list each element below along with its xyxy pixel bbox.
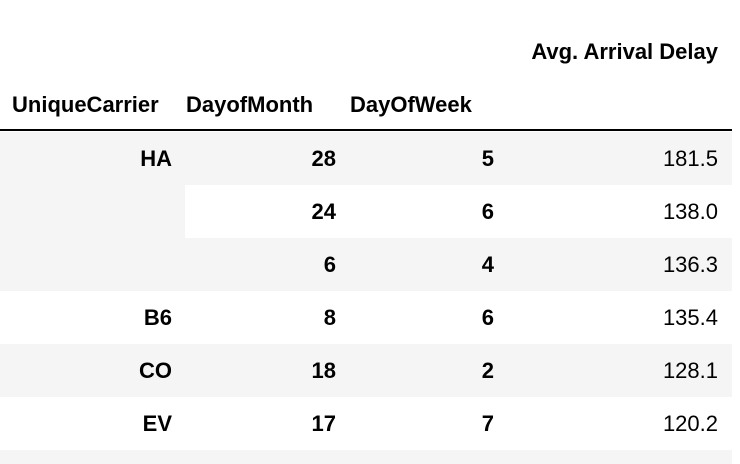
day-of-week-label: 2 bbox=[481, 358, 494, 383]
day-of-month-label: 24 bbox=[311, 199, 336, 224]
avg-arrival-delay-value: 120.2 bbox=[662, 411, 718, 436]
carrier-label: CO bbox=[139, 358, 172, 383]
unique-carrier-header: UniqueCarrier bbox=[12, 92, 159, 117]
day-of-week-label: 6 bbox=[481, 305, 494, 330]
header-divider bbox=[0, 129, 732, 131]
table-row: 6 4 136.3 bbox=[0, 238, 740, 291]
table-row: CO 18 2 128.1 bbox=[0, 344, 740, 397]
column-header-row: Avg. Arrival Delay bbox=[0, 25, 740, 78]
day-of-week-label: 4 bbox=[481, 252, 494, 277]
table-row: 24 6 138.0 bbox=[0, 185, 740, 238]
avg-arrival-delay-value: 128.1 bbox=[662, 358, 718, 383]
day-of-week-label: 5 bbox=[481, 146, 494, 171]
avg-arrival-delay-value: 138.0 bbox=[662, 199, 718, 224]
avg-arrival-delay-value: 135.4 bbox=[662, 305, 718, 330]
table-row-partial bbox=[0, 450, 740, 464]
row-background bbox=[0, 344, 732, 397]
day-of-week-label: 6 bbox=[481, 199, 494, 224]
table-row: B6 8 6 135.4 bbox=[0, 291, 740, 344]
day-of-month-label: 8 bbox=[323, 305, 336, 330]
carrier-group-ha-cell bbox=[0, 132, 185, 291]
row-background bbox=[185, 238, 732, 291]
day-of-month-label: 6 bbox=[323, 252, 336, 277]
carrier-label: EV bbox=[142, 411, 172, 436]
day-of-month-label: 28 bbox=[311, 146, 336, 171]
index-header-row: UniqueCarrier DayofMonth DayOfWeek bbox=[0, 78, 740, 131]
carrier-label: B6 bbox=[143, 305, 172, 330]
row-background bbox=[185, 132, 732, 185]
avg-arrival-delay-header: Avg. Arrival Delay bbox=[531, 39, 718, 64]
day-of-month-label: 18 bbox=[311, 358, 336, 383]
avg-arrival-delay-value: 136.3 bbox=[662, 252, 718, 277]
table-row: EV 17 7 120.2 bbox=[0, 397, 740, 450]
avg-arrival-delay-value: 181.5 bbox=[662, 146, 718, 171]
day-of-month-header: DayofMonth bbox=[186, 92, 314, 117]
day-of-month-label: 17 bbox=[311, 411, 336, 436]
row-background bbox=[0, 450, 732, 464]
day-of-week-header: DayOfWeek bbox=[350, 92, 472, 117]
day-of-week-label: 7 bbox=[481, 411, 494, 436]
carrier-label: HA bbox=[140, 146, 172, 171]
table-row: HA 28 5 181.5 bbox=[0, 132, 740, 185]
